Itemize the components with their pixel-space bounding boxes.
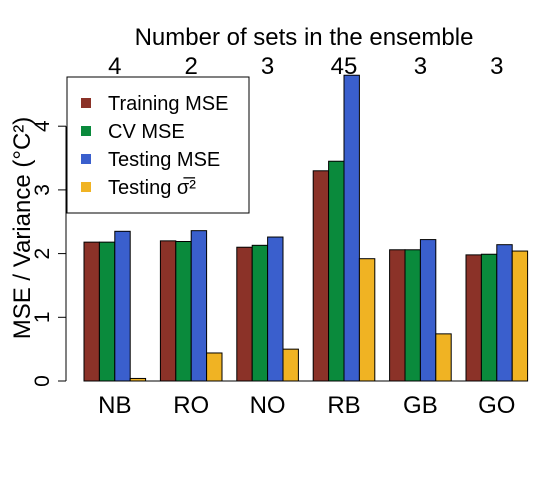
y-tick-label: 2 <box>31 248 54 260</box>
bar-nb-s0 <box>83 241 100 382</box>
legend-swatch <box>81 154 91 164</box>
top-tick-label: 3 <box>261 53 274 80</box>
y-axis-label: MSE / Variance (°C²) <box>9 117 36 340</box>
legend-swatch <box>81 182 91 192</box>
bar-go-s3 <box>511 250 529 382</box>
bar-no-s2 <box>267 236 284 382</box>
y-tick-label: 0 <box>31 375 54 387</box>
y-tick-label: 3 <box>31 184 54 196</box>
bar-gb-s0 <box>389 249 406 382</box>
legend-swatch <box>81 126 91 136</box>
legend-label: Testing σ̅² <box>108 176 196 199</box>
x-tick-label: RO <box>173 392 209 419</box>
bar-no-s1 <box>251 244 269 382</box>
bars-group <box>83 74 529 382</box>
top-tick-label: 3 <box>414 53 427 80</box>
y-tick-label: 4 <box>31 120 54 132</box>
top-tick-label: 3 <box>490 53 503 80</box>
legend-box <box>66 76 250 214</box>
bar-gb-s1 <box>404 249 421 382</box>
y-tick-label: 1 <box>31 311 54 323</box>
bar-no-s3 <box>282 348 299 382</box>
bar-gb-s3 <box>435 333 452 382</box>
top-axis-title: Number of sets in the ensemble <box>135 24 474 51</box>
legend-label: CV MSE <box>108 121 185 143</box>
bar-go-s1 <box>480 253 498 382</box>
bar-go-s2 <box>496 244 513 382</box>
bar-nb-s1 <box>98 241 116 382</box>
top-tick-label: 45 <box>331 53 358 80</box>
bar-rb-s1 <box>328 160 345 382</box>
bar-ro-s3 <box>206 352 223 382</box>
bar-go-s0 <box>465 254 482 382</box>
bar-gb-s2 <box>419 239 437 382</box>
legend-swatch <box>81 98 91 108</box>
legend-label: Training MSE <box>108 93 228 115</box>
legend: Training MSE CV MSE Testing MSE Testing σ̅² <box>66 76 250 214</box>
bar-rb-s3 <box>358 258 376 382</box>
x-tick-label: NB <box>98 392 131 419</box>
bar-ro-s1 <box>175 240 192 382</box>
bar-rb-s0 <box>312 170 330 382</box>
bar-ro-s0 <box>159 240 177 382</box>
x-tick-label: NO <box>250 392 286 419</box>
legend-label: Testing MSE <box>108 149 220 171</box>
bar-no-s0 <box>236 246 253 382</box>
axes-group: NB 4 RO 2 NO 3 RB 45 GB 3 GO 3 0 1 2 3 4 <box>31 53 528 419</box>
x-tick-label: GB <box>403 392 438 419</box>
bar-rb-s2 <box>343 74 360 382</box>
x-tick-label: GO <box>478 392 515 419</box>
bar-ro-s2 <box>190 230 208 382</box>
x-tick-label: RB <box>327 392 360 419</box>
bar-nb-s2 <box>114 230 131 382</box>
top-tick-label: 2 <box>185 53 198 80</box>
top-tick-label: 4 <box>108 53 121 80</box>
